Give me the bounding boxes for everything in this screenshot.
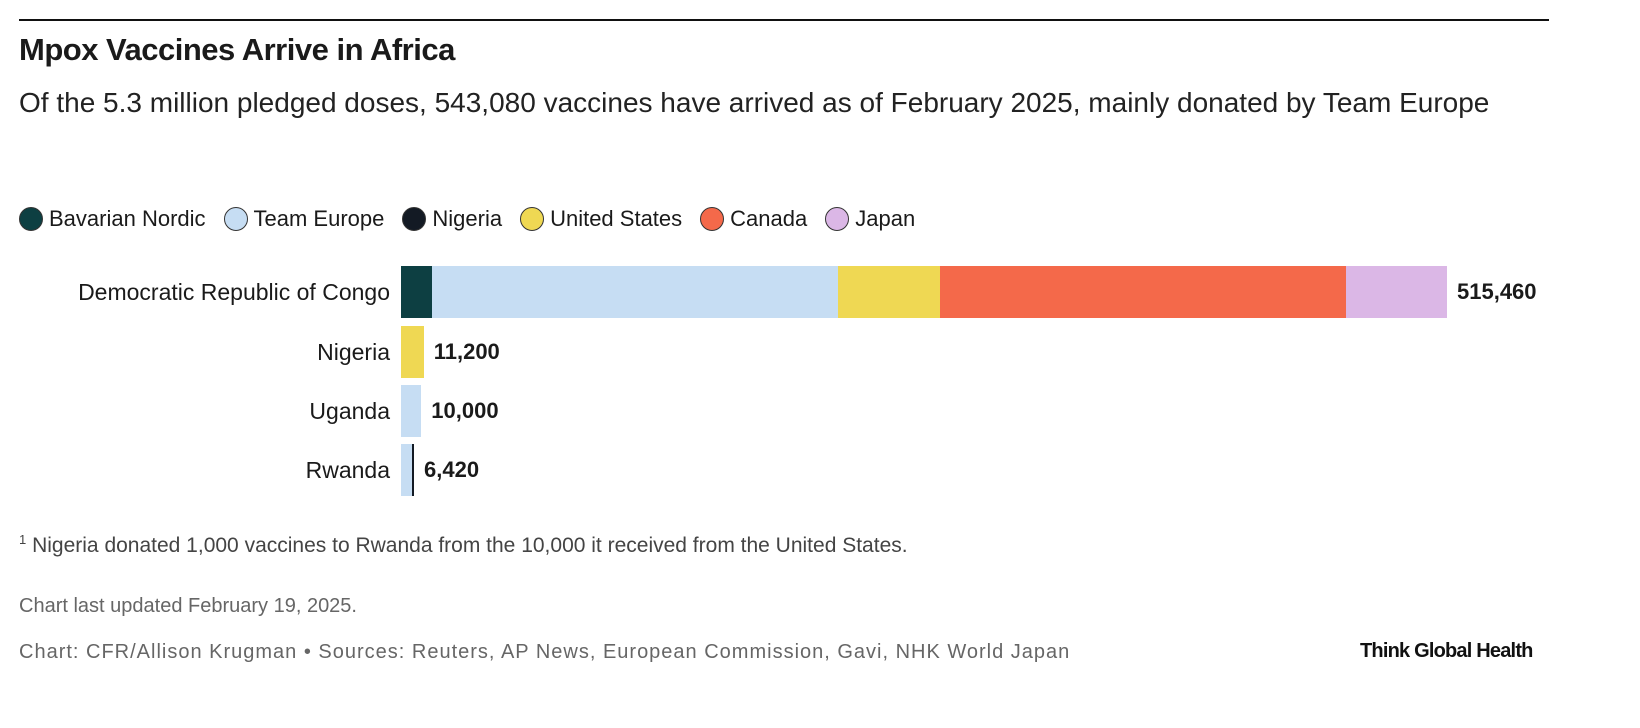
- bar-segment: [838, 266, 940, 318]
- value-label: 6,420: [424, 457, 480, 482]
- legend-label: Bavarian Nordic: [49, 206, 206, 231]
- bar-row: Nigeria 11,200: [0, 326, 1640, 378]
- legend-swatch: [825, 207, 850, 231]
- legend-item: Bavarian Nordic: [19, 206, 206, 232]
- legend-item: Japan: [825, 206, 915, 232]
- legend-swatch: [700, 207, 725, 231]
- legend-item: Team Europe: [223, 206, 385, 232]
- value-label: 515,460: [1457, 279, 1537, 304]
- legend-label: Canada: [730, 206, 808, 231]
- legend: Bavarian Nordic Team Europe Nigeria United …: [19, 206, 915, 232]
- bar-segment: [401, 326, 424, 378]
- bar-segment: [1345, 266, 1447, 318]
- bar-segment: [411, 444, 414, 496]
- footnote-marker: 1: [19, 532, 27, 547]
- legend-label: Japan: [855, 206, 916, 231]
- bar-segment: [401, 385, 422, 437]
- brand-logo: Think Global Health: [1360, 640, 1533, 662]
- legend-item: Nigeria: [402, 206, 502, 232]
- chart-subtitle: Of the 5.3 million pledged doses, 543,08…: [19, 87, 1490, 118]
- bar-segment: [401, 444, 412, 496]
- value-label: 10,000: [431, 398, 499, 423]
- chart-title: Mpox Vaccines Arrive in Africa: [19, 32, 455, 67]
- value-label: 11,200: [433, 339, 500, 364]
- bar-row: Rwanda 6,420: [0, 444, 1640, 496]
- legend-item: Canada: [700, 206, 807, 232]
- legend-swatch: [19, 207, 43, 231]
- legend-swatch: [223, 207, 248, 231]
- bar-row: Democratic Republic of Congo 515,460: [0, 266, 1640, 318]
- legend-swatch: [520, 207, 545, 231]
- legend-swatch: [402, 207, 427, 231]
- footnote-text: Nigeria donated 1,000 vaccines to Rwanda…: [32, 534, 908, 557]
- category-label: Democratic Republic of Congo: [78, 279, 390, 305]
- footnote: 1 Nigeria donated 1,000 vaccines to Rwan…: [19, 532, 908, 558]
- legend-label: United States: [550, 206, 683, 231]
- legend-label: Nigeria: [432, 206, 503, 231]
- bar-segment: [432, 266, 839, 318]
- top-rule: [19, 19, 1549, 21]
- bar-segment: [401, 266, 433, 318]
- legend-label: Team Europe: [253, 206, 385, 231]
- source-line: Chart: CFR/Allison Krugman • Sources: Re…: [19, 641, 1071, 663]
- legend-item: United States: [520, 206, 682, 232]
- category-label: Nigeria: [317, 339, 390, 365]
- bar-segment: [939, 266, 1346, 318]
- category-label: Rwanda: [305, 457, 390, 483]
- category-label: Uganda: [309, 398, 390, 424]
- bar-row: Uganda 10,000: [0, 385, 1640, 437]
- updated-note: Chart last updated February 19, 2025.: [19, 595, 357, 617]
